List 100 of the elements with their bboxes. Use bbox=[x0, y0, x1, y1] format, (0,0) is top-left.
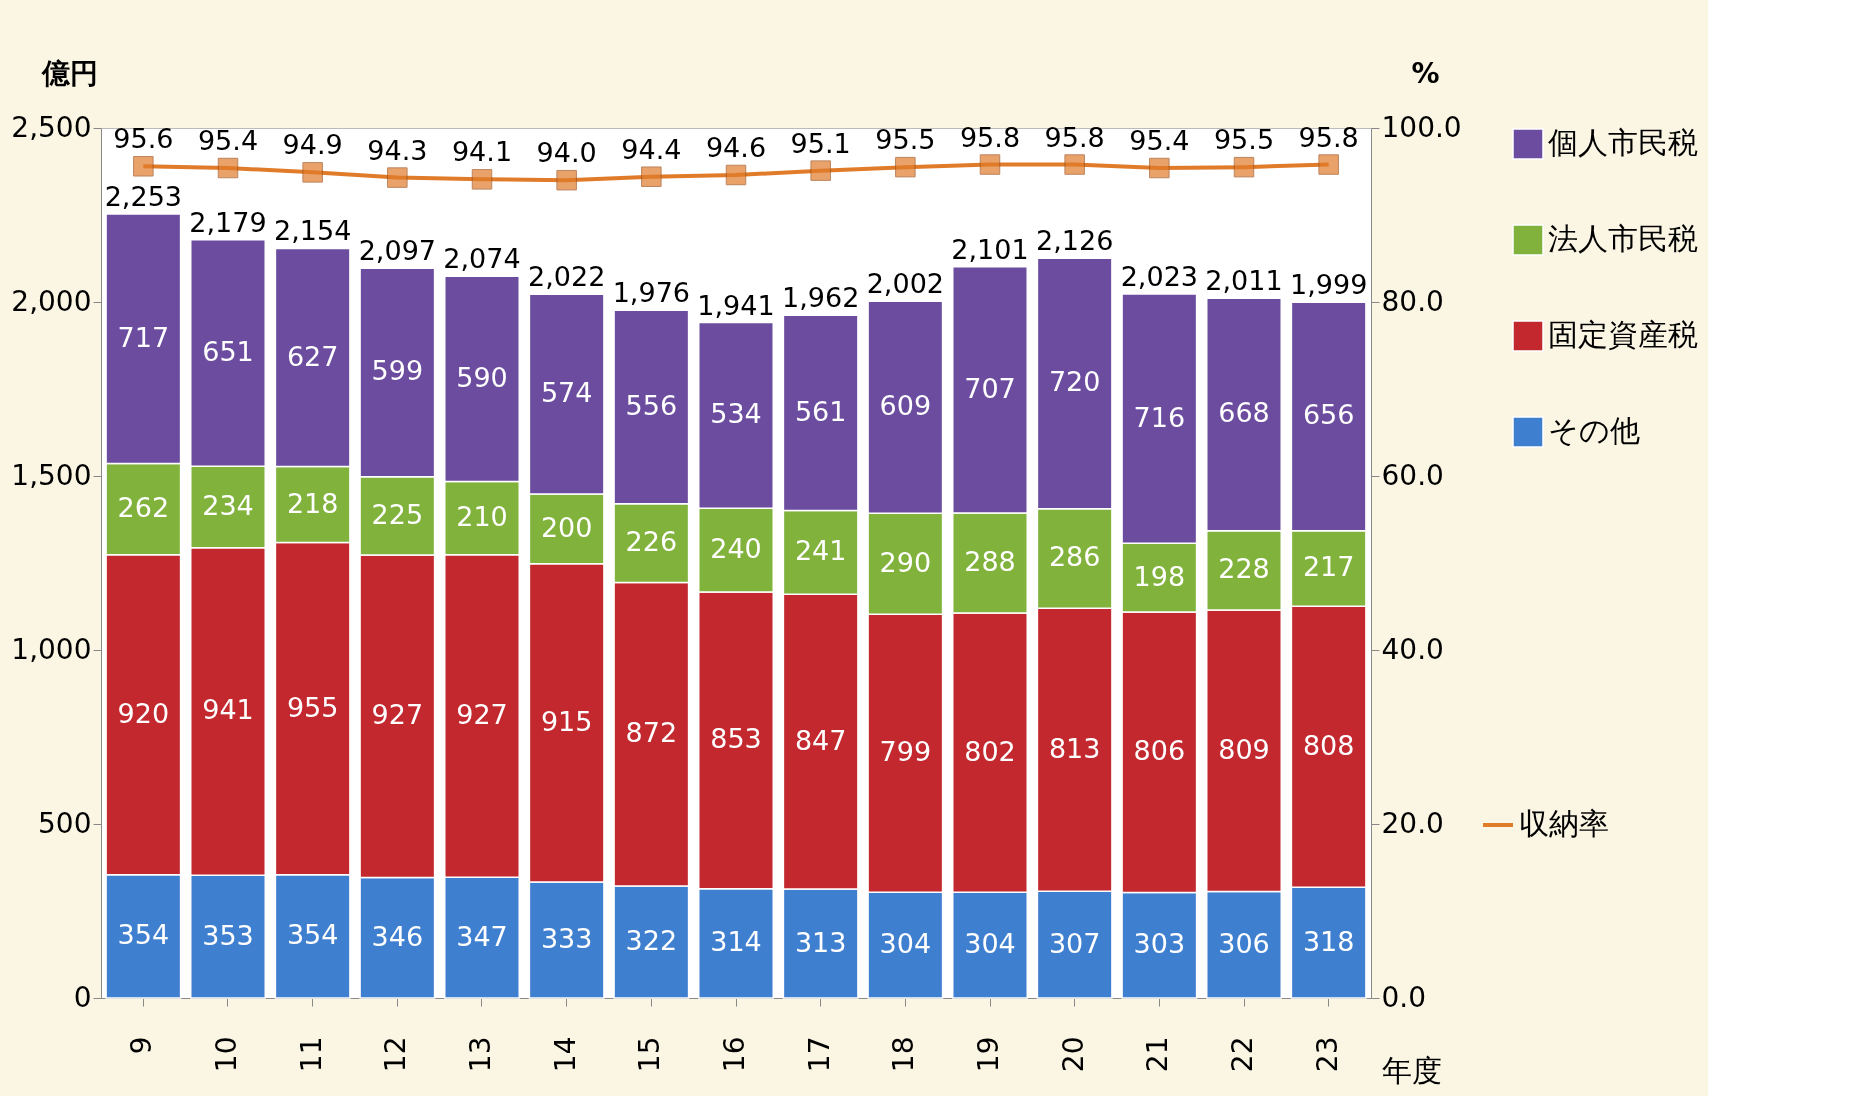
legend-label: その他 bbox=[1548, 413, 1640, 448]
x-tick-label: 19 bbox=[972, 1036, 1005, 1073]
data-label: 707 bbox=[964, 372, 1016, 404]
data-label: 286 bbox=[1048, 541, 1101, 573]
data-label: 927 bbox=[456, 698, 508, 730]
data-label: 915 bbox=[540, 705, 593, 737]
point bbox=[1318, 154, 1339, 175]
x-tick-label: 9 bbox=[125, 1036, 159, 1055]
data-label: 809 bbox=[1218, 733, 1270, 765]
data-label: 354 bbox=[286, 919, 339, 951]
data-label: 941 bbox=[202, 694, 254, 726]
data-label: 95.8 bbox=[1044, 121, 1105, 153]
y-tick-label: 1,500 bbox=[11, 458, 92, 492]
data-label: 95.4 bbox=[197, 125, 259, 157]
x-tick-label: 20 bbox=[1056, 1036, 1090, 1073]
total-label: 2,126 bbox=[1036, 225, 1114, 257]
x-tick-label: 18 bbox=[887, 1036, 921, 1073]
legend-label: 法人市民税 bbox=[1548, 221, 1698, 256]
data-label: 95.5 bbox=[1213, 124, 1275, 156]
data-label: 304 bbox=[964, 928, 1016, 960]
data-label: 307 bbox=[1048, 927, 1101, 959]
x-tick-label: 15 bbox=[633, 1036, 667, 1073]
data-label: 872 bbox=[625, 717, 678, 749]
y-tick-label: 2,000 bbox=[11, 284, 92, 318]
x-tick-label: 13 bbox=[464, 1036, 497, 1073]
y-tick-label: 1,000 bbox=[11, 632, 92, 666]
total-label: 1,962 bbox=[782, 282, 860, 314]
point bbox=[1064, 154, 1085, 175]
data-label: 534 bbox=[710, 398, 762, 430]
data-label: 218 bbox=[286, 487, 339, 519]
data-label: 95.8 bbox=[959, 121, 1021, 153]
point bbox=[302, 162, 323, 183]
data-label: 290 bbox=[879, 546, 932, 578]
data-label: 262 bbox=[117, 492, 170, 524]
y-axis-title: 億円 bbox=[40, 56, 98, 90]
total-label: 1,999 bbox=[1290, 269, 1368, 301]
data-label: 210 bbox=[456, 501, 508, 533]
y2-tick-label: 20.0 bbox=[1381, 806, 1444, 840]
data-label: 314 bbox=[710, 926, 762, 958]
data-label: 240 bbox=[710, 533, 762, 565]
data-label: 94.9 bbox=[282, 129, 343, 161]
data-label: 95.4 bbox=[1129, 125, 1190, 157]
point bbox=[810, 160, 831, 181]
total-label: 2,022 bbox=[528, 261, 606, 293]
point bbox=[387, 167, 408, 188]
data-label: 927 bbox=[371, 699, 424, 731]
x-tick-label: 16 bbox=[718, 1036, 751, 1073]
data-label: 95.8 bbox=[1298, 121, 1359, 153]
total-label: 2,002 bbox=[866, 268, 944, 300]
y-tick-label: 0 bbox=[73, 980, 92, 1014]
data-label: 226 bbox=[625, 526, 678, 558]
data-label: 303 bbox=[1133, 928, 1186, 960]
data-label: 200 bbox=[540, 511, 593, 543]
point bbox=[641, 166, 662, 187]
x-tick-label: 22 bbox=[1226, 1036, 1259, 1073]
data-label: 94.0 bbox=[536, 137, 597, 169]
x-tick-label: 10 bbox=[210, 1036, 243, 1073]
data-label: 95.5 bbox=[875, 124, 936, 156]
data-label: 806 bbox=[1133, 735, 1186, 767]
y-tick-label: 500 bbox=[38, 806, 92, 840]
y2-tick-label: 40.0 bbox=[1381, 632, 1444, 666]
data-label: 561 bbox=[794, 395, 847, 427]
x-tick-label: 11 bbox=[294, 1036, 328, 1073]
data-label: 94.4 bbox=[621, 133, 682, 165]
data-label: 94.6 bbox=[705, 131, 767, 163]
x-tick-label: 17 bbox=[802, 1036, 836, 1073]
total-label: 1,941 bbox=[697, 289, 775, 321]
data-label: 627 bbox=[286, 340, 339, 372]
data-label: 94.1 bbox=[451, 136, 513, 168]
data-label: 94.3 bbox=[367, 134, 428, 166]
data-label: 720 bbox=[1048, 366, 1101, 398]
point bbox=[133, 156, 154, 177]
data-label: 920 bbox=[117, 697, 170, 729]
y-tick-label: 2,500 bbox=[11, 110, 92, 144]
data-label: 668 bbox=[1218, 397, 1270, 429]
x-tick-label: 21 bbox=[1141, 1036, 1175, 1073]
total-label: 1,976 bbox=[612, 277, 690, 309]
data-label: 313 bbox=[794, 926, 847, 958]
data-label: 716 bbox=[1133, 401, 1186, 433]
x-tick-label: 23 bbox=[1310, 1036, 1344, 1073]
data-label: 590 bbox=[456, 361, 508, 393]
data-label: 198 bbox=[1133, 560, 1186, 592]
data-label: 651 bbox=[202, 335, 254, 367]
data-label: 656 bbox=[1302, 399, 1355, 431]
data-label: 717 bbox=[117, 321, 170, 353]
data-label: 813 bbox=[1048, 732, 1101, 764]
total-label: 2,179 bbox=[189, 206, 267, 238]
data-label: 609 bbox=[879, 390, 932, 422]
total-label: 2,011 bbox=[1205, 265, 1283, 297]
data-label: 234 bbox=[202, 489, 254, 521]
x-axis-title: 年度 bbox=[1381, 1052, 1442, 1088]
legend-label: 収納率 bbox=[1519, 806, 1609, 841]
data-label: 304 bbox=[879, 928, 932, 960]
data-label: 346 bbox=[371, 920, 424, 952]
data-label: 322 bbox=[625, 924, 678, 956]
y2-tick-label: 100.0 bbox=[1381, 110, 1462, 144]
total-label: 2,023 bbox=[1120, 261, 1198, 292]
data-label: 95.1 bbox=[790, 127, 851, 159]
total-label: 2,101 bbox=[951, 233, 1029, 265]
data-label: 556 bbox=[625, 390, 678, 422]
